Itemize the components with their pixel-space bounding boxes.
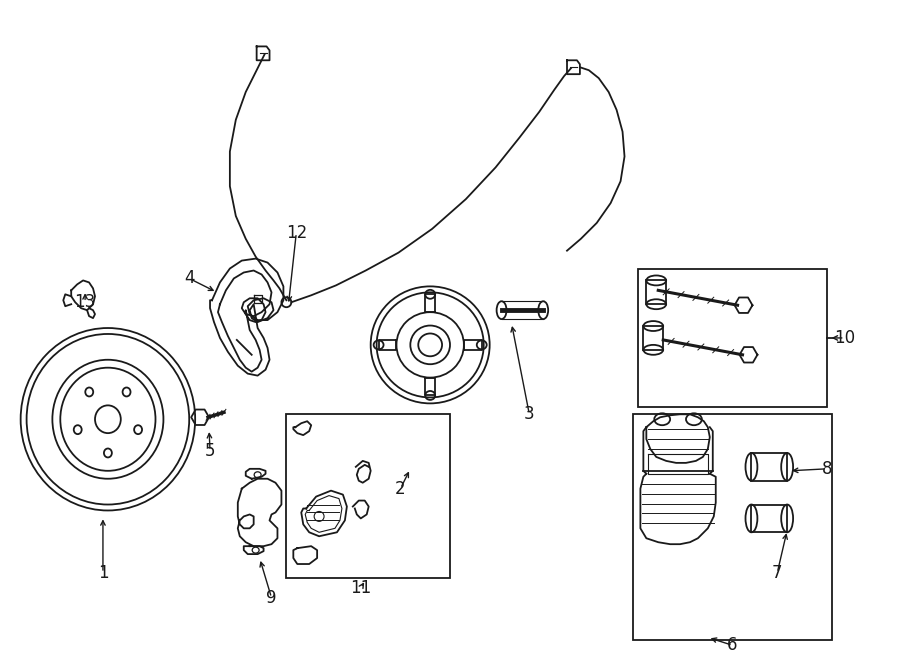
Bar [634,414,832,641]
Text: 5: 5 [205,442,215,460]
Bar [752,453,788,481]
Bar [646,280,666,304]
Text: 4: 4 [184,270,194,288]
Text: 11: 11 [350,579,372,597]
Text: 12: 12 [285,224,307,242]
Bar [638,268,827,407]
Text: 9: 9 [266,589,277,607]
Text: 2: 2 [395,480,406,498]
Text: 6: 6 [727,637,738,654]
Text: 13: 13 [75,293,95,311]
Text: 8: 8 [822,460,832,478]
Bar [644,326,663,350]
Text: 10: 10 [834,329,855,347]
Text: 3: 3 [524,405,535,423]
Text: 1: 1 [97,564,108,582]
Bar [286,414,450,578]
Text: 7: 7 [772,564,782,582]
Bar [752,504,788,532]
